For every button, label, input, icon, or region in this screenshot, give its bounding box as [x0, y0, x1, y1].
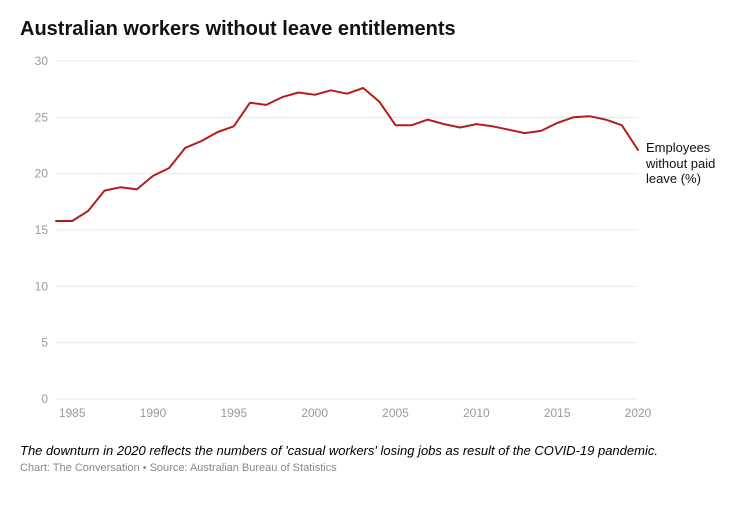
x-tick-label: 2005 — [382, 406, 409, 420]
x-tick-label: 2010 — [463, 406, 490, 420]
chart-footnote: The downturn in 2020 reflects the number… — [20, 443, 734, 458]
x-tick-label: 2020 — [625, 406, 652, 420]
y-tick-label: 10 — [35, 279, 49, 293]
x-tick-label: 2000 — [301, 406, 328, 420]
x-tick-label: 1995 — [220, 406, 247, 420]
series-label: Employees without paid leave (%) — [646, 140, 732, 187]
y-tick-label: 20 — [35, 167, 49, 181]
x-tick-label: 1990 — [140, 406, 167, 420]
y-tick-label: 25 — [35, 110, 49, 124]
x-tick-label: 2015 — [544, 406, 571, 420]
y-tick-label: 0 — [41, 392, 48, 406]
chart-title: Australian workers without leave entitle… — [20, 18, 734, 41]
x-tick-label: 1985 — [59, 406, 86, 420]
chart-area: 0 5 10 15 20 25 30 1985 1990 1995 2000 2005 2010 2015… — [20, 47, 734, 427]
y-tick-label: 5 — [41, 336, 48, 350]
chart-credit: Chart: The Conversation • Source: Austra… — [20, 462, 734, 474]
data-line — [56, 88, 638, 221]
y-tick-label: 15 — [35, 223, 49, 237]
line-chart: 0 5 10 15 20 25 30 1985 1990 1995 2000 2005 2010 2015… — [20, 47, 734, 427]
y-tick-label: 30 — [35, 54, 49, 68]
